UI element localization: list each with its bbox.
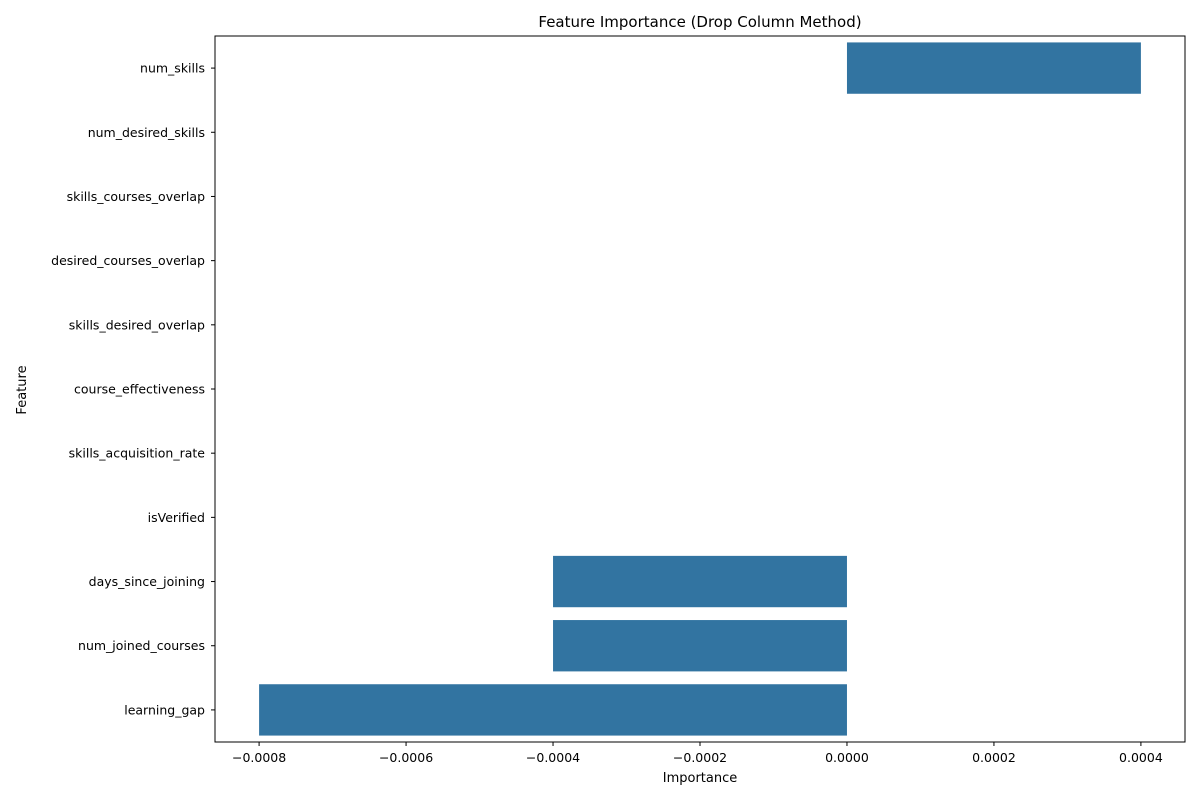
x-tick-label: 0.0000 [825, 750, 869, 765]
y-axis-label: Feature [15, 365, 30, 414]
x-tick-label: −0.0006 [379, 750, 433, 765]
y-tick-label: skills_desired_overlap [69, 317, 205, 332]
y-tick-label: skills_acquisition_rate [69, 446, 206, 461]
bar-num_skills [846, 42, 1141, 94]
x-tick-label: 0.0004 [1119, 750, 1163, 765]
x-tick-label: 0.0002 [972, 750, 1016, 765]
bar-days_since_joining [553, 555, 847, 608]
x-tick-label: −0.0002 [673, 750, 727, 765]
x-tick-label: −0.0004 [526, 750, 580, 765]
y-tick-label: num_skills [140, 61, 205, 76]
bar-learning_gap [259, 684, 847, 736]
chart-title: Feature Importance (Drop Column Method) [538, 13, 861, 31]
x-tick-label: −0.0008 [232, 750, 286, 765]
y-tick-label: num_joined_courses [78, 638, 205, 653]
x-ticks-group: −0.0008 −0.0006 −0.0004 −0.0002 0.0000 0.0002… [232, 742, 1163, 765]
y-ticks-group: num_skills num_desired_skills skills_cours… [51, 61, 215, 717]
y-tick-label: isVerified [148, 510, 205, 525]
y-tick-label: course_effectiveness [74, 382, 205, 397]
y-tick-label: desired_courses_overlap [51, 253, 205, 268]
y-tick-label: learning_gap [124, 702, 205, 717]
bars-group [259, 42, 1141, 736]
x-axis-label: Importance [663, 771, 738, 786]
y-tick-label: num_desired_skills [88, 125, 205, 140]
y-tick-label: skills_courses_overlap [67, 189, 205, 204]
bar-num_joined_courses [553, 620, 847, 672]
y-tick-label: days_since_joining [89, 574, 205, 589]
